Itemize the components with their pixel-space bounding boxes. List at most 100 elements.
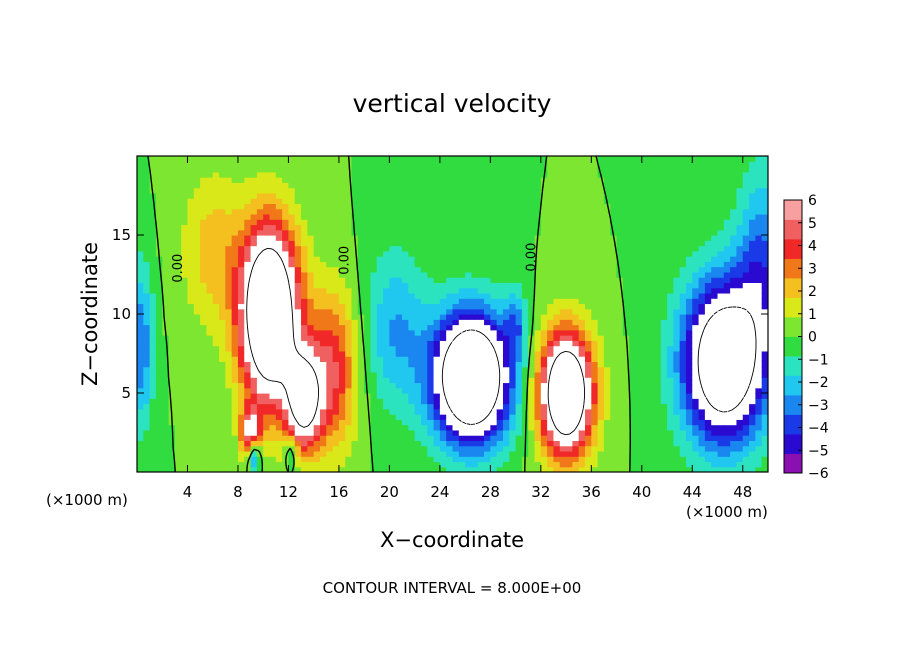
field-cell	[288, 271, 296, 278]
field-cell	[338, 319, 346, 326]
field-cell	[338, 419, 346, 426]
field-cell	[307, 256, 315, 262]
field-cell	[301, 177, 308, 183]
field-cell	[452, 192, 460, 199]
field-cell	[471, 461, 479, 468]
field-cell	[553, 440, 561, 447]
field-cell	[326, 456, 334, 463]
field-cell	[212, 166, 220, 173]
field-cell	[263, 319, 271, 326]
field-cell	[446, 366, 454, 373]
field-cell	[566, 292, 573, 299]
field-cell	[648, 156, 656, 162]
field-cell	[534, 408, 542, 415]
field-cell	[212, 419, 220, 426]
field-cell	[193, 192, 201, 199]
field-cell	[275, 187, 283, 194]
field-cell	[250, 182, 258, 189]
field-cell	[294, 466, 302, 472]
field-cell	[364, 314, 372, 320]
field-cell	[433, 182, 441, 189]
field-cell	[282, 319, 290, 326]
field-cell	[357, 219, 365, 226]
field-cell	[383, 387, 390, 394]
field-cell	[553, 319, 561, 326]
field-cell	[502, 282, 510, 289]
field-cell	[420, 377, 428, 384]
field-cell	[433, 461, 441, 468]
field-cell	[313, 271, 321, 278]
field-cell	[471, 177, 479, 183]
field-cell	[484, 350, 491, 357]
field-cell	[345, 456, 353, 463]
field-cell	[439, 340, 447, 347]
field-cell	[547, 382, 555, 389]
field-cell	[610, 161, 618, 168]
field-cell	[155, 398, 163, 405]
field-cell	[484, 177, 491, 183]
field-cell	[294, 156, 302, 162]
field-cell	[313, 450, 321, 457]
field-cell	[641, 182, 649, 189]
field-cell	[256, 329, 264, 336]
field-cell	[641, 166, 649, 173]
field-cell	[427, 303, 435, 310]
field-cell	[193, 461, 201, 468]
field-cell	[635, 361, 643, 368]
field-cell	[452, 324, 460, 331]
field-cell	[578, 429, 586, 436]
field-cell	[629, 466, 637, 472]
field-cell	[458, 219, 466, 226]
field-cell	[484, 329, 491, 336]
field-cell	[319, 277, 327, 283]
field-cell	[641, 382, 649, 389]
field-cell	[496, 224, 504, 231]
field-cell	[237, 393, 245, 399]
field-cell	[629, 298, 637, 305]
field-cell	[231, 314, 239, 320]
field-cell	[496, 314, 504, 320]
field-cell	[256, 256, 264, 262]
field-cell	[477, 314, 485, 320]
field-cell	[307, 461, 315, 468]
field-cell	[496, 461, 504, 468]
field-cell	[603, 398, 611, 405]
field-cell	[225, 461, 233, 468]
field-cell	[641, 461, 649, 468]
field-cell	[597, 356, 605, 362]
field-cell	[155, 314, 163, 320]
field-cell	[357, 298, 365, 305]
field-cell	[471, 324, 479, 331]
field-cell	[502, 335, 510, 341]
field-cell	[294, 250, 302, 257]
field-cell	[610, 340, 618, 347]
field-cell	[465, 319, 473, 326]
field-cell	[629, 166, 637, 173]
field-cell	[370, 266, 378, 273]
field-cell	[275, 277, 283, 283]
field-cell	[408, 314, 416, 320]
field-cell	[458, 314, 466, 320]
field-cell	[225, 387, 233, 394]
field-cell	[294, 324, 302, 331]
field-cell	[660, 419, 668, 426]
field-cell	[288, 171, 296, 178]
field-cell	[168, 192, 176, 199]
field-cell	[641, 377, 649, 384]
field-cell	[149, 366, 157, 373]
field-cell	[149, 292, 157, 299]
field-cell	[477, 335, 485, 341]
field-cell	[174, 161, 182, 168]
field-cell	[402, 461, 409, 468]
field-cell	[389, 177, 397, 183]
field-cell	[288, 361, 296, 368]
field-cell	[591, 450, 599, 457]
field-cell	[528, 440, 536, 447]
field-cell	[288, 335, 296, 341]
field-cell	[559, 456, 567, 463]
field-cell	[484, 166, 491, 173]
field-cell	[471, 303, 479, 310]
field-cell	[137, 414, 144, 420]
field-cell	[231, 340, 239, 347]
field-cell	[155, 440, 163, 447]
